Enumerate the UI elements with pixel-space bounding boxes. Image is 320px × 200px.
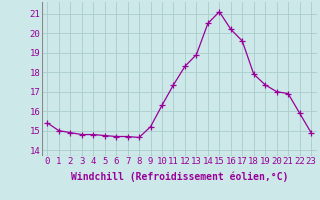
X-axis label: Windchill (Refroidissement éolien,°C): Windchill (Refroidissement éolien,°C) <box>70 172 288 182</box>
